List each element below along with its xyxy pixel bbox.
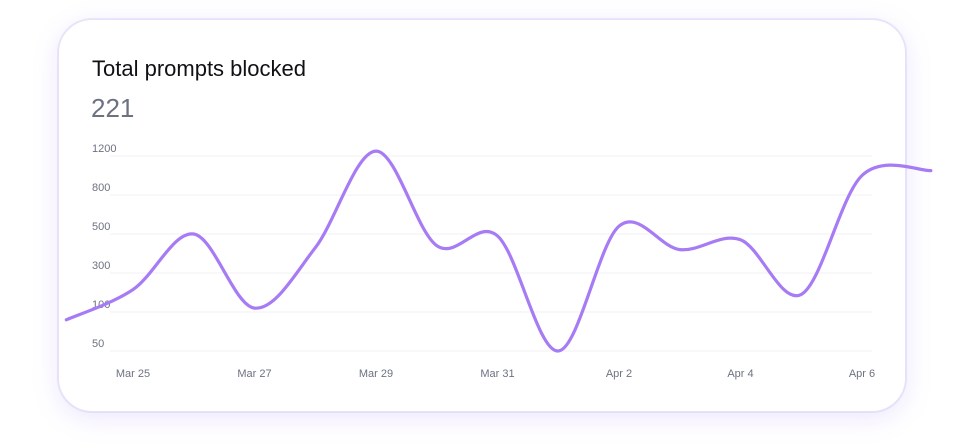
gridlines (110, 155, 872, 352)
series-line (64, 149, 933, 353)
y-tick-label: 50 (92, 338, 104, 350)
x-axis-ticks: Mar 25 Mar 27 Mar 29 Mar 31 Apr 2 Apr 4 Apr 6 (116, 368, 875, 380)
x-tick-label: Mar 27 (237, 368, 271, 380)
x-tick-label: Mar 25 (116, 368, 150, 380)
total-value: 221 (91, 93, 135, 123)
y-tick-label: 1200 (92, 143, 116, 155)
x-tick-label: Apr 4 (727, 368, 753, 380)
y-tick-label: 300 (92, 260, 110, 272)
card-title: Total prompts blocked (92, 56, 306, 81)
x-tick-label: Apr 2 (606, 368, 632, 380)
x-tick-label: Mar 31 (480, 368, 514, 380)
y-tick-label: 500 (92, 221, 110, 233)
chart-card (58, 19, 906, 412)
series-layer (64, 149, 933, 353)
x-tick-label: Mar 29 (359, 368, 393, 380)
x-tick-label: Apr 6 (849, 368, 875, 380)
y-tick-label: 800 (92, 182, 110, 194)
